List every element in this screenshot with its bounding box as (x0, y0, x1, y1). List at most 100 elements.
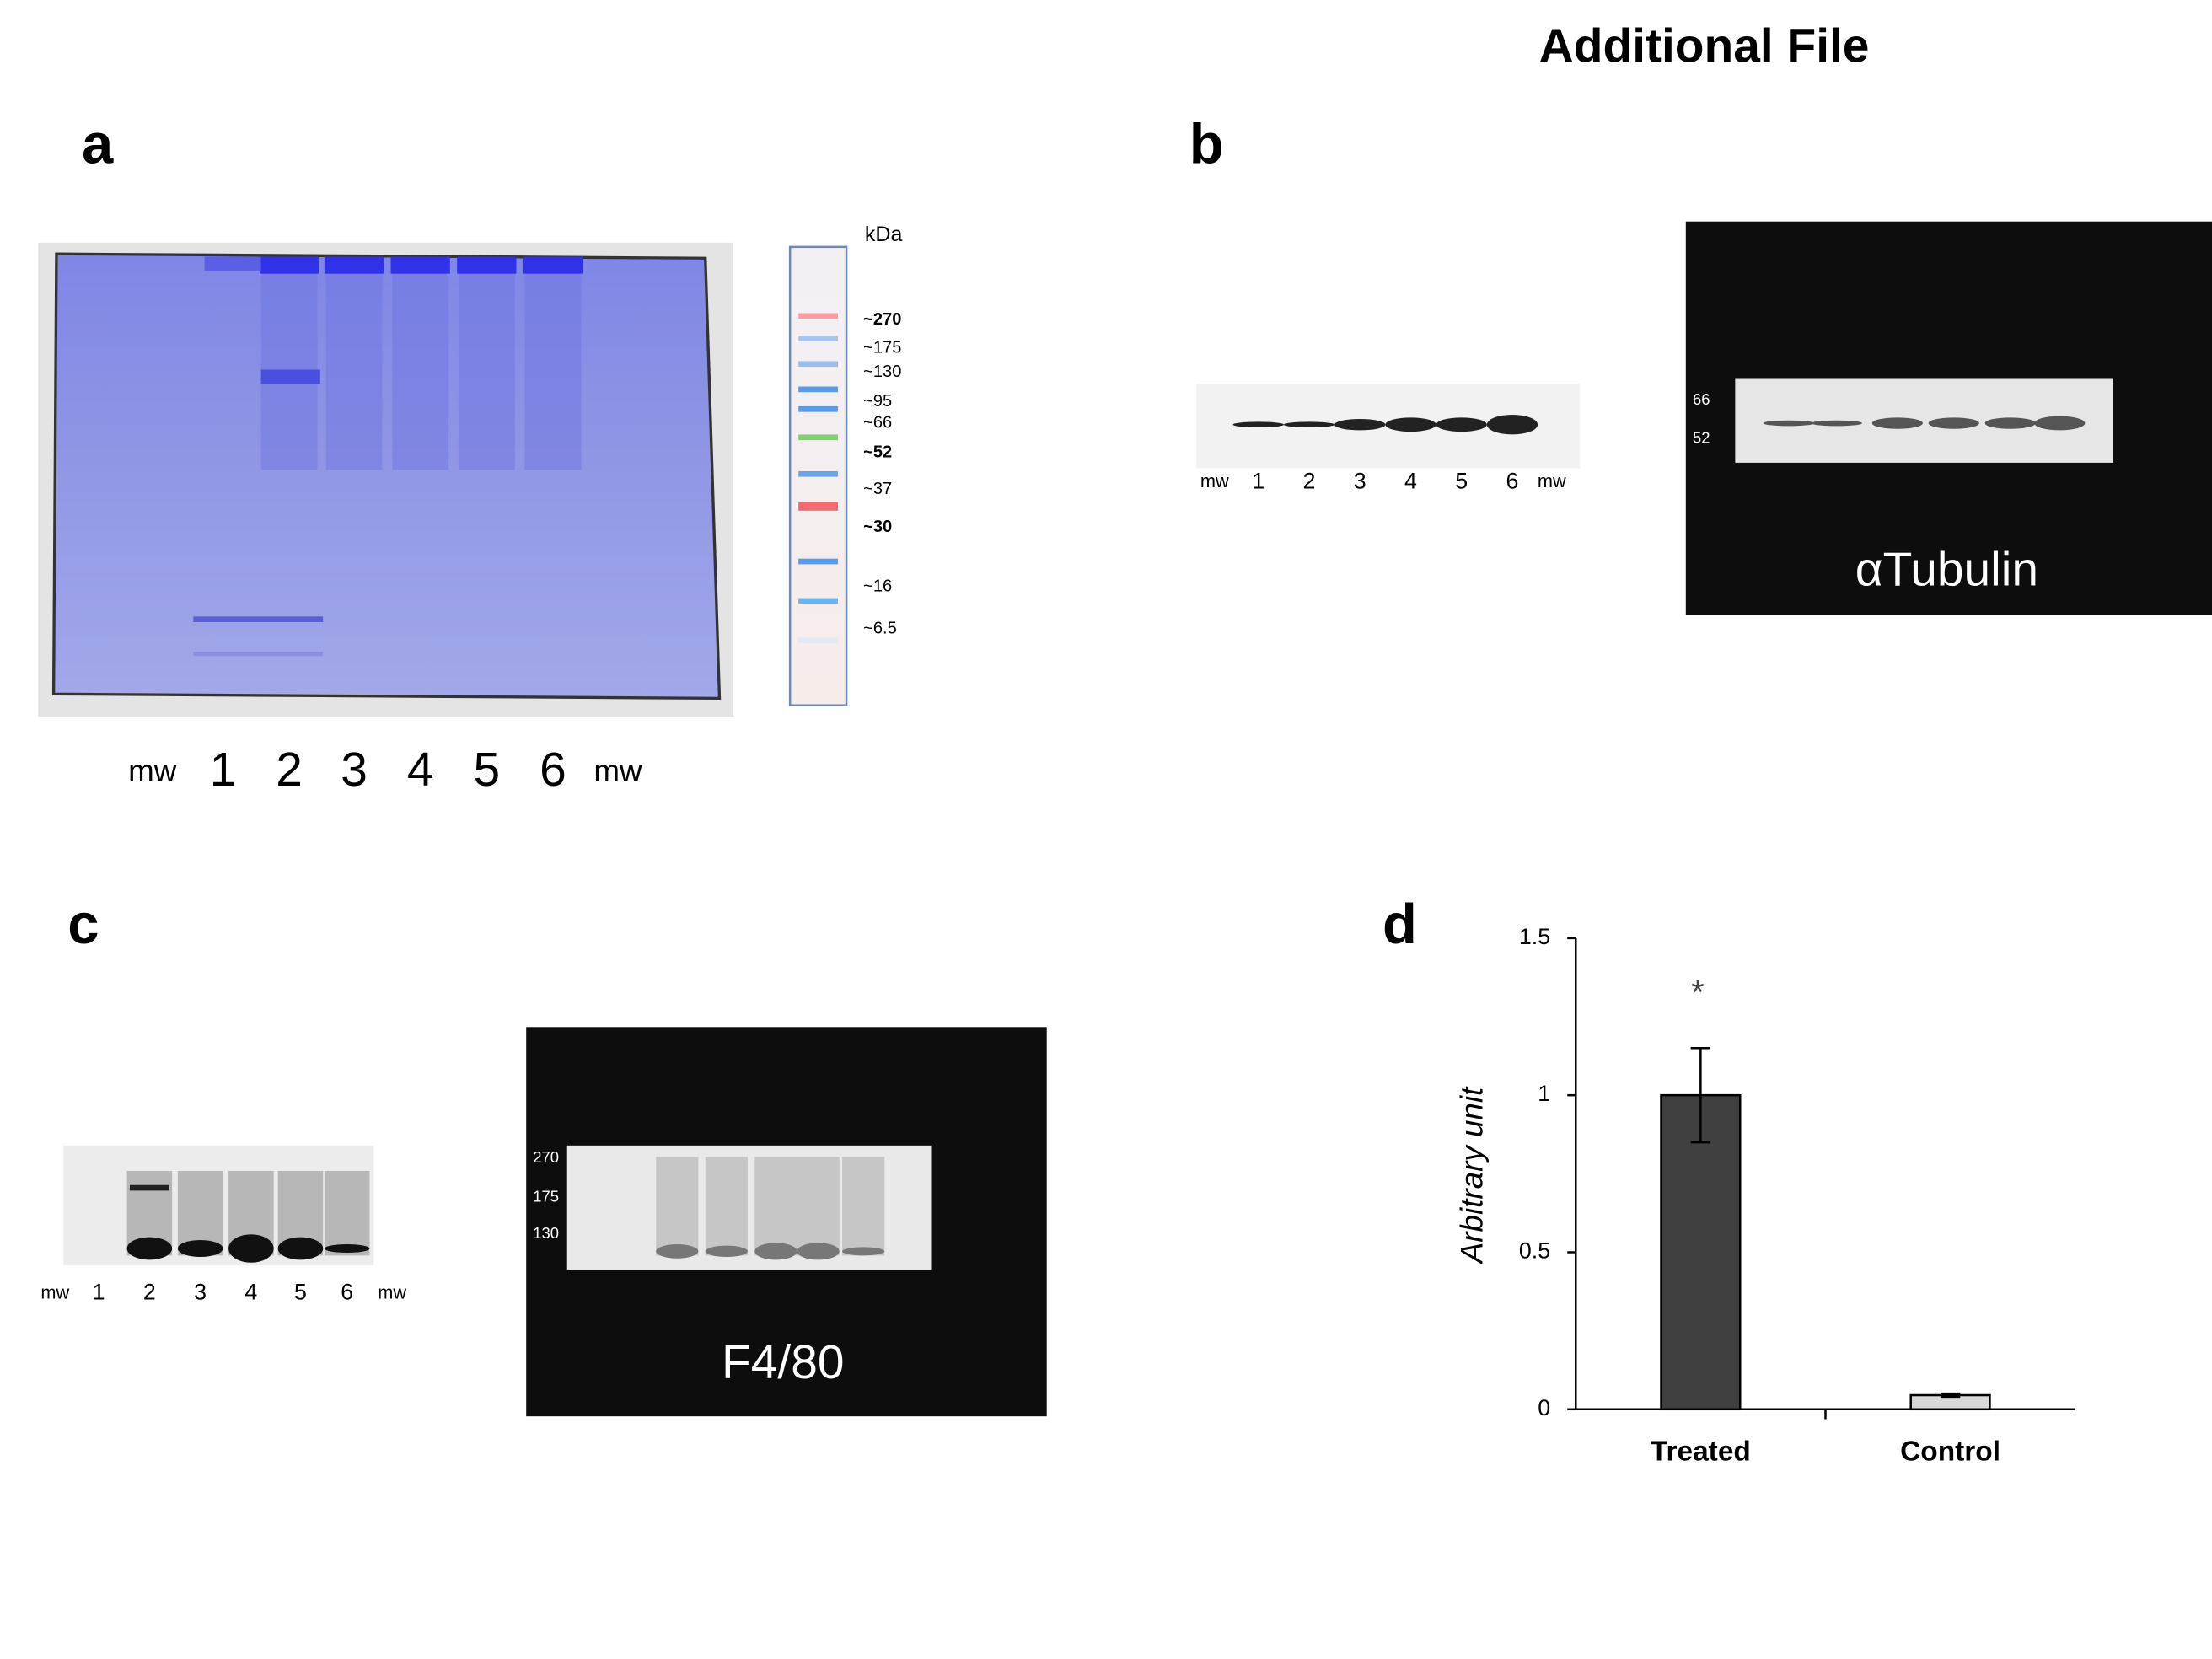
antibody-label: αTubulin (1855, 542, 2038, 596)
x-tick-label: Treated (1651, 1436, 1751, 1468)
lane-label: mw (1200, 470, 1229, 491)
ladder-band (798, 598, 839, 604)
blot-band (1283, 421, 1335, 428)
figure-title: Additional File (1539, 19, 1870, 73)
lane-label: 3 (194, 1280, 207, 1305)
ladder-label: ~66 (863, 413, 892, 432)
lane-label: 1 (1252, 468, 1264, 493)
gel-band (260, 369, 320, 384)
panel-label: a (82, 112, 114, 175)
blot-band (324, 1244, 370, 1254)
ladder-band (798, 361, 839, 368)
gel-lane (458, 258, 515, 470)
antibody-label: F4/80 (722, 1335, 844, 1389)
y-tick-label: 0.5 (1519, 1238, 1550, 1264)
lane-label: 3 (1354, 468, 1366, 493)
blot-band (705, 1245, 748, 1258)
blot-smear (705, 1157, 748, 1256)
x-tick-label: Control (1900, 1436, 2000, 1468)
lane-label: 4 (244, 1280, 257, 1305)
gel-lane (524, 258, 582, 470)
gel-lanes (193, 256, 583, 657)
blot-bands (1232, 415, 1538, 435)
blot-smear (324, 1170, 370, 1256)
ladder-band (798, 313, 839, 319)
ladder-band (798, 470, 839, 477)
ladder-label: ~52 (863, 443, 892, 461)
marker-label: 270 (533, 1148, 559, 1166)
lane-label: 1 (93, 1280, 105, 1305)
gel-band (204, 256, 261, 271)
y-tick-label: 1 (1538, 1081, 1550, 1106)
ladder-band (798, 637, 839, 644)
blot-band (1871, 417, 1923, 429)
ladder-band (798, 558, 839, 565)
lane-label: 2 (276, 743, 303, 797)
lane-label: mw (1538, 470, 1566, 491)
blot-bands (656, 1157, 885, 1260)
gel-lane (260, 258, 318, 470)
blot-smear (842, 1157, 885, 1256)
blot-band (1334, 419, 1386, 431)
y-tick-label: 0 (1538, 1395, 1550, 1420)
panel-label: b (1189, 112, 1224, 175)
blot-band (1486, 415, 1538, 435)
ladder-label: ~16 (863, 577, 892, 595)
ladder-bands (798, 313, 839, 644)
blot-band (656, 1244, 699, 1259)
ladder-band (798, 336, 839, 341)
gel-band (193, 616, 324, 622)
ladder-label: ~95 (863, 392, 892, 411)
lane-label: 5 (294, 1280, 307, 1305)
marker-label: 52 (1693, 428, 1710, 446)
panel-label: d (1382, 893, 1417, 956)
y-axis-label: Arbitrary unit (1454, 1086, 1489, 1264)
gel-band (457, 256, 517, 274)
blot-smear (754, 1157, 797, 1256)
blot-band (797, 1243, 840, 1260)
lane-label: mw (40, 1281, 69, 1302)
blot-band (842, 1247, 885, 1256)
blot-band (1763, 420, 1815, 427)
blot-band (177, 1239, 223, 1258)
blot-band (1232, 421, 1284, 428)
gel-band (193, 652, 324, 657)
lane-label: 5 (1455, 468, 1468, 493)
blot-band (1928, 417, 1979, 429)
blot-band (228, 1234, 274, 1263)
marker-label: 175 (533, 1188, 559, 1205)
blot-band (754, 1243, 797, 1260)
ladder-band (798, 405, 839, 412)
lane-label: 1 (210, 743, 237, 797)
lane-label: 6 (341, 1280, 353, 1305)
blot-band (2034, 416, 2086, 431)
lane-label: 6 (540, 743, 566, 797)
lane-label: 3 (341, 743, 368, 797)
significance-mark: * (1691, 973, 1705, 1011)
lane-label: 4 (1404, 468, 1417, 493)
gel (51, 252, 722, 701)
gel-band (324, 256, 384, 274)
blot-band (1436, 417, 1487, 432)
ladder-band (798, 386, 839, 393)
ladder-label: ~6.5 (863, 620, 897, 638)
marker-label: 66 (1693, 390, 1710, 408)
gel-band (259, 256, 319, 274)
ladder-label: ~30 (863, 518, 892, 536)
gel-lane (325, 258, 383, 470)
blot-band (129, 1184, 169, 1191)
gel-band (523, 256, 583, 274)
lane-label: 6 (1506, 468, 1519, 493)
blot-smear (656, 1157, 699, 1256)
blot-band (1385, 417, 1436, 432)
lane-label: 2 (143, 1280, 156, 1305)
gel-band (390, 256, 450, 274)
blot-smear (797, 1157, 840, 1256)
ladder-band (798, 502, 839, 511)
lane-label: mw (593, 754, 642, 788)
ladder-label: ~130 (863, 362, 901, 381)
ladder-label: ~175 (863, 339, 901, 357)
lane-label: mw (128, 754, 177, 788)
